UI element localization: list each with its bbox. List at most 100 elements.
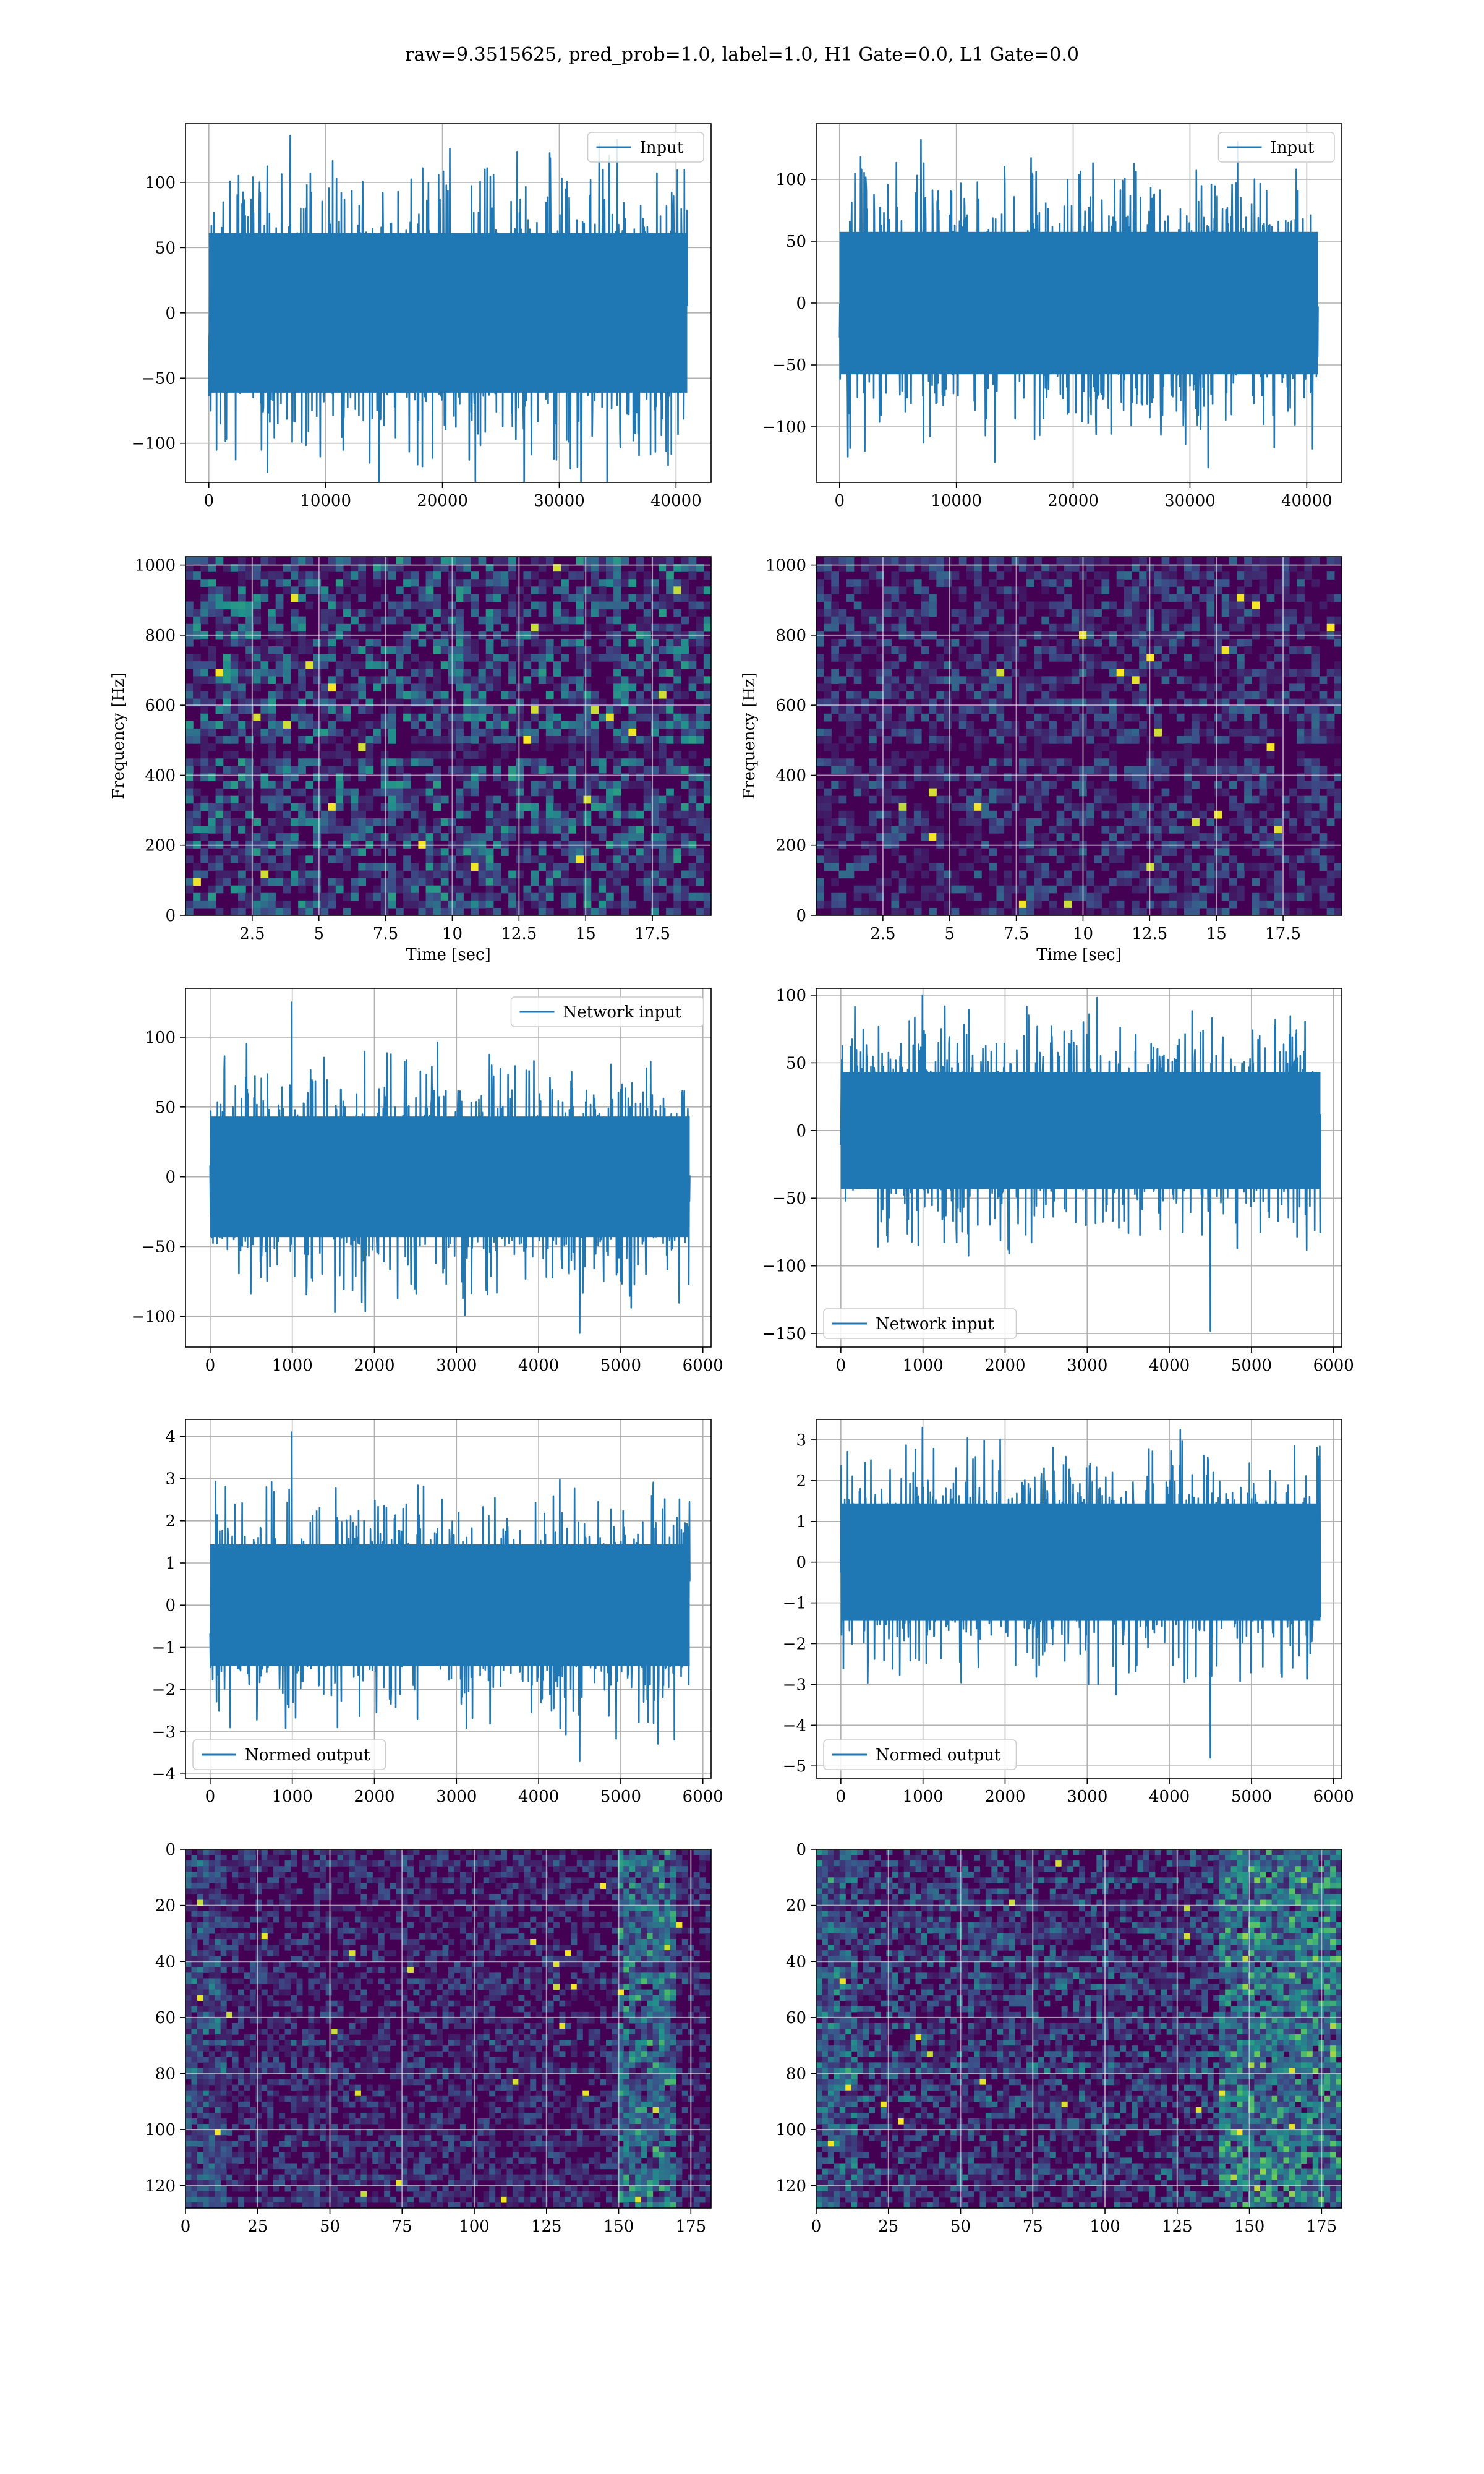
heatmap-cell (459, 1883, 466, 1890)
heatmap-cell (670, 1849, 676, 1856)
heatmap-cell (989, 766, 997, 774)
heatmap-cell (343, 623, 351, 632)
heatmap-cell (1154, 669, 1162, 677)
heatmap-cell (489, 1872, 496, 1878)
heatmap-cell (335, 795, 344, 804)
heatmap-cell (351, 818, 359, 826)
heatmap-cell (238, 803, 246, 811)
heatmap-cell (568, 878, 577, 886)
heatmap-cell (906, 863, 915, 871)
heatmap-cell (1101, 586, 1110, 595)
heatmap-cell (1116, 676, 1125, 685)
heatmap-cell (208, 1877, 215, 1883)
heatmap-cell (291, 878, 299, 886)
heatmap-cell (659, 1877, 665, 1883)
heatmap-cell (1132, 713, 1140, 722)
heatmap-cell (215, 1860, 221, 1867)
heatmap-cell (313, 803, 322, 811)
heatmap-cell (974, 654, 982, 662)
heatmap-cell (411, 683, 419, 692)
heatmap-cell (966, 863, 974, 871)
heatmap-cell (238, 1916, 245, 1923)
heatmap-cell (1229, 594, 1237, 602)
heatmap-cell (659, 1905, 665, 1912)
heatmap-cell (477, 1894, 484, 1901)
heatmap-cell (606, 795, 614, 804)
heatmap-cell (613, 557, 621, 565)
heatmap-cell (966, 818, 974, 826)
heatmap-cell (1206, 907, 1215, 915)
heatmap-cell (501, 1877, 508, 1883)
heatmap-cell (328, 878, 336, 886)
heatmap-cell (308, 1860, 315, 1867)
heatmap-cell (531, 803, 539, 811)
heatmap-cell (670, 1877, 676, 1883)
heatmap-cell (279, 1899, 286, 1906)
heatmap-cell (652, 1866, 659, 1872)
heatmap-cell (1206, 818, 1215, 826)
heatmap-cell (974, 601, 982, 610)
heatmap-cell (981, 736, 989, 744)
heatmap-cell (215, 601, 224, 610)
heatmap-cell (591, 773, 599, 782)
heatmap-cell (576, 885, 584, 894)
heatmap-cell (508, 713, 516, 722)
heatmap-cell (493, 795, 501, 804)
heatmap-cell (425, 586, 434, 595)
heatmap-cell (664, 1883, 671, 1890)
heatmap-cell (442, 1860, 449, 1867)
heatmap-cell (186, 818, 194, 826)
heatmap-cell (576, 676, 584, 685)
heatmap-cell (538, 579, 547, 587)
heatmap-cell (958, 646, 967, 654)
heatmap-cell (186, 683, 194, 692)
heatmap-cell (351, 571, 359, 580)
heatmap-cell (343, 788, 351, 797)
heatmap-cell (456, 885, 464, 894)
heatmap-cell (621, 900, 629, 909)
heatmap-cell (929, 736, 937, 744)
heatmap-cell (396, 676, 404, 685)
heatmap-cell (226, 1894, 233, 1901)
heatmap-cell (1034, 900, 1042, 909)
heatmap-cell (1004, 721, 1012, 729)
heatmap-cell (929, 892, 937, 901)
heatmap-cell (538, 609, 547, 617)
heatmap-cell (831, 623, 840, 632)
heatmap-cell (612, 1905, 618, 1912)
heatmap-cell (568, 616, 577, 625)
heatmap-cell (313, 841, 322, 849)
heatmap-cell (244, 1860, 250, 1867)
heatmap-cell (508, 601, 516, 610)
heatmap-cell (1041, 676, 1050, 685)
heatmap-cell (1116, 848, 1125, 856)
heatmap-cell (612, 1894, 618, 1901)
heatmap-cell (343, 661, 351, 669)
heatmap-cell (613, 833, 621, 841)
heatmap-cell (576, 586, 584, 595)
heatmap-cell (643, 848, 652, 856)
heatmap-cell (313, 669, 322, 677)
heatmap-cell (501, 818, 509, 826)
heatmap-cell (1146, 758, 1155, 766)
heatmap-cell (413, 1899, 420, 1906)
heatmap-cell (898, 773, 907, 782)
heatmap-cell (396, 683, 404, 692)
heatmap-cell (351, 826, 359, 834)
heatmap-cell (485, 900, 494, 909)
heatmap-cell (351, 661, 359, 669)
heatmap-cell (884, 826, 892, 834)
heatmap-cell (518, 1888, 525, 1895)
heatmap-cell (966, 638, 974, 647)
heatmap-cell (396, 691, 404, 700)
heatmap-cell (1116, 646, 1125, 654)
heatmap-cell (681, 594, 689, 602)
heatmap-cell (1169, 609, 1177, 617)
heatmap-cell (512, 1866, 519, 1872)
heatmap-cell (531, 826, 539, 834)
heatmap-cell (411, 758, 419, 766)
heatmap-cell (388, 826, 396, 834)
heatmap-cell (688, 654, 697, 662)
heatmap-cell (884, 758, 892, 766)
heatmap-cell (913, 855, 922, 864)
